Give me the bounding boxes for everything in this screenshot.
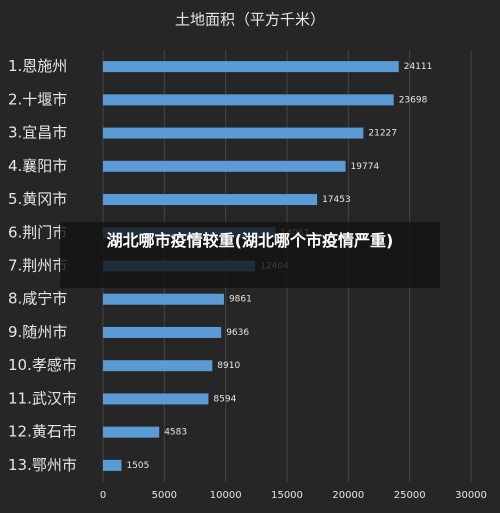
bar xyxy=(103,293,224,305)
y-tick-label: 8.咸宁市 xyxy=(8,290,67,308)
data-label: 19774 xyxy=(351,162,380,172)
bar xyxy=(103,360,213,372)
y-tick-label: 11.武汉市 xyxy=(8,389,77,407)
bar xyxy=(103,194,318,206)
overlay-caption: 湖北哪市疫情较重(湖北哪个市疫情严重) xyxy=(60,222,440,288)
y-tick-label: 2.十堰市 xyxy=(8,90,67,108)
data-label: 21227 xyxy=(368,129,397,139)
x-tick-label: 25000 xyxy=(394,490,426,501)
data-label: 8594 xyxy=(213,394,236,404)
bar xyxy=(103,326,222,338)
data-label: 9861 xyxy=(229,295,252,305)
y-tick-label: 4.襄阳市 xyxy=(8,157,67,175)
bar xyxy=(103,459,122,471)
x-tick-label: 20000 xyxy=(332,490,364,501)
x-tick-label: 0 xyxy=(100,490,106,501)
data-label: 24111 xyxy=(404,62,433,72)
bar xyxy=(103,61,399,73)
y-tick-label: 1.恩施州 xyxy=(8,57,67,75)
data-label: 17453 xyxy=(322,195,351,205)
bar xyxy=(103,426,160,438)
data-label: 4583 xyxy=(164,428,187,438)
y-tick-label: 10.孝感市 xyxy=(8,356,77,374)
bar xyxy=(103,94,394,106)
data-label: 23698 xyxy=(399,95,428,105)
chart-title: 土地面积（平方千米） xyxy=(175,11,325,29)
y-tick-label: 9.随州市 xyxy=(8,323,67,341)
bar xyxy=(103,160,346,172)
y-tick-label: 12.黄石市 xyxy=(8,423,77,441)
x-tick-label: 10000 xyxy=(210,490,242,501)
bar xyxy=(103,393,209,405)
x-tick-label: 15000 xyxy=(271,490,303,501)
data-label: 9636 xyxy=(226,328,249,338)
data-label: 8910 xyxy=(217,361,240,371)
y-tick-label: 6.荆门市 xyxy=(8,223,67,241)
bar xyxy=(103,127,364,139)
y-tick-label: 3.宜昌市 xyxy=(8,124,67,142)
x-tick-label: 5000 xyxy=(152,490,177,501)
x-tick-label: 30000 xyxy=(455,490,487,501)
y-tick-label: 5.黄冈市 xyxy=(8,190,67,208)
y-tick-label: 7.荆州市 xyxy=(8,257,67,275)
y-tick-label: 13.鄂州市 xyxy=(8,456,77,474)
data-label: 1505 xyxy=(126,461,149,471)
